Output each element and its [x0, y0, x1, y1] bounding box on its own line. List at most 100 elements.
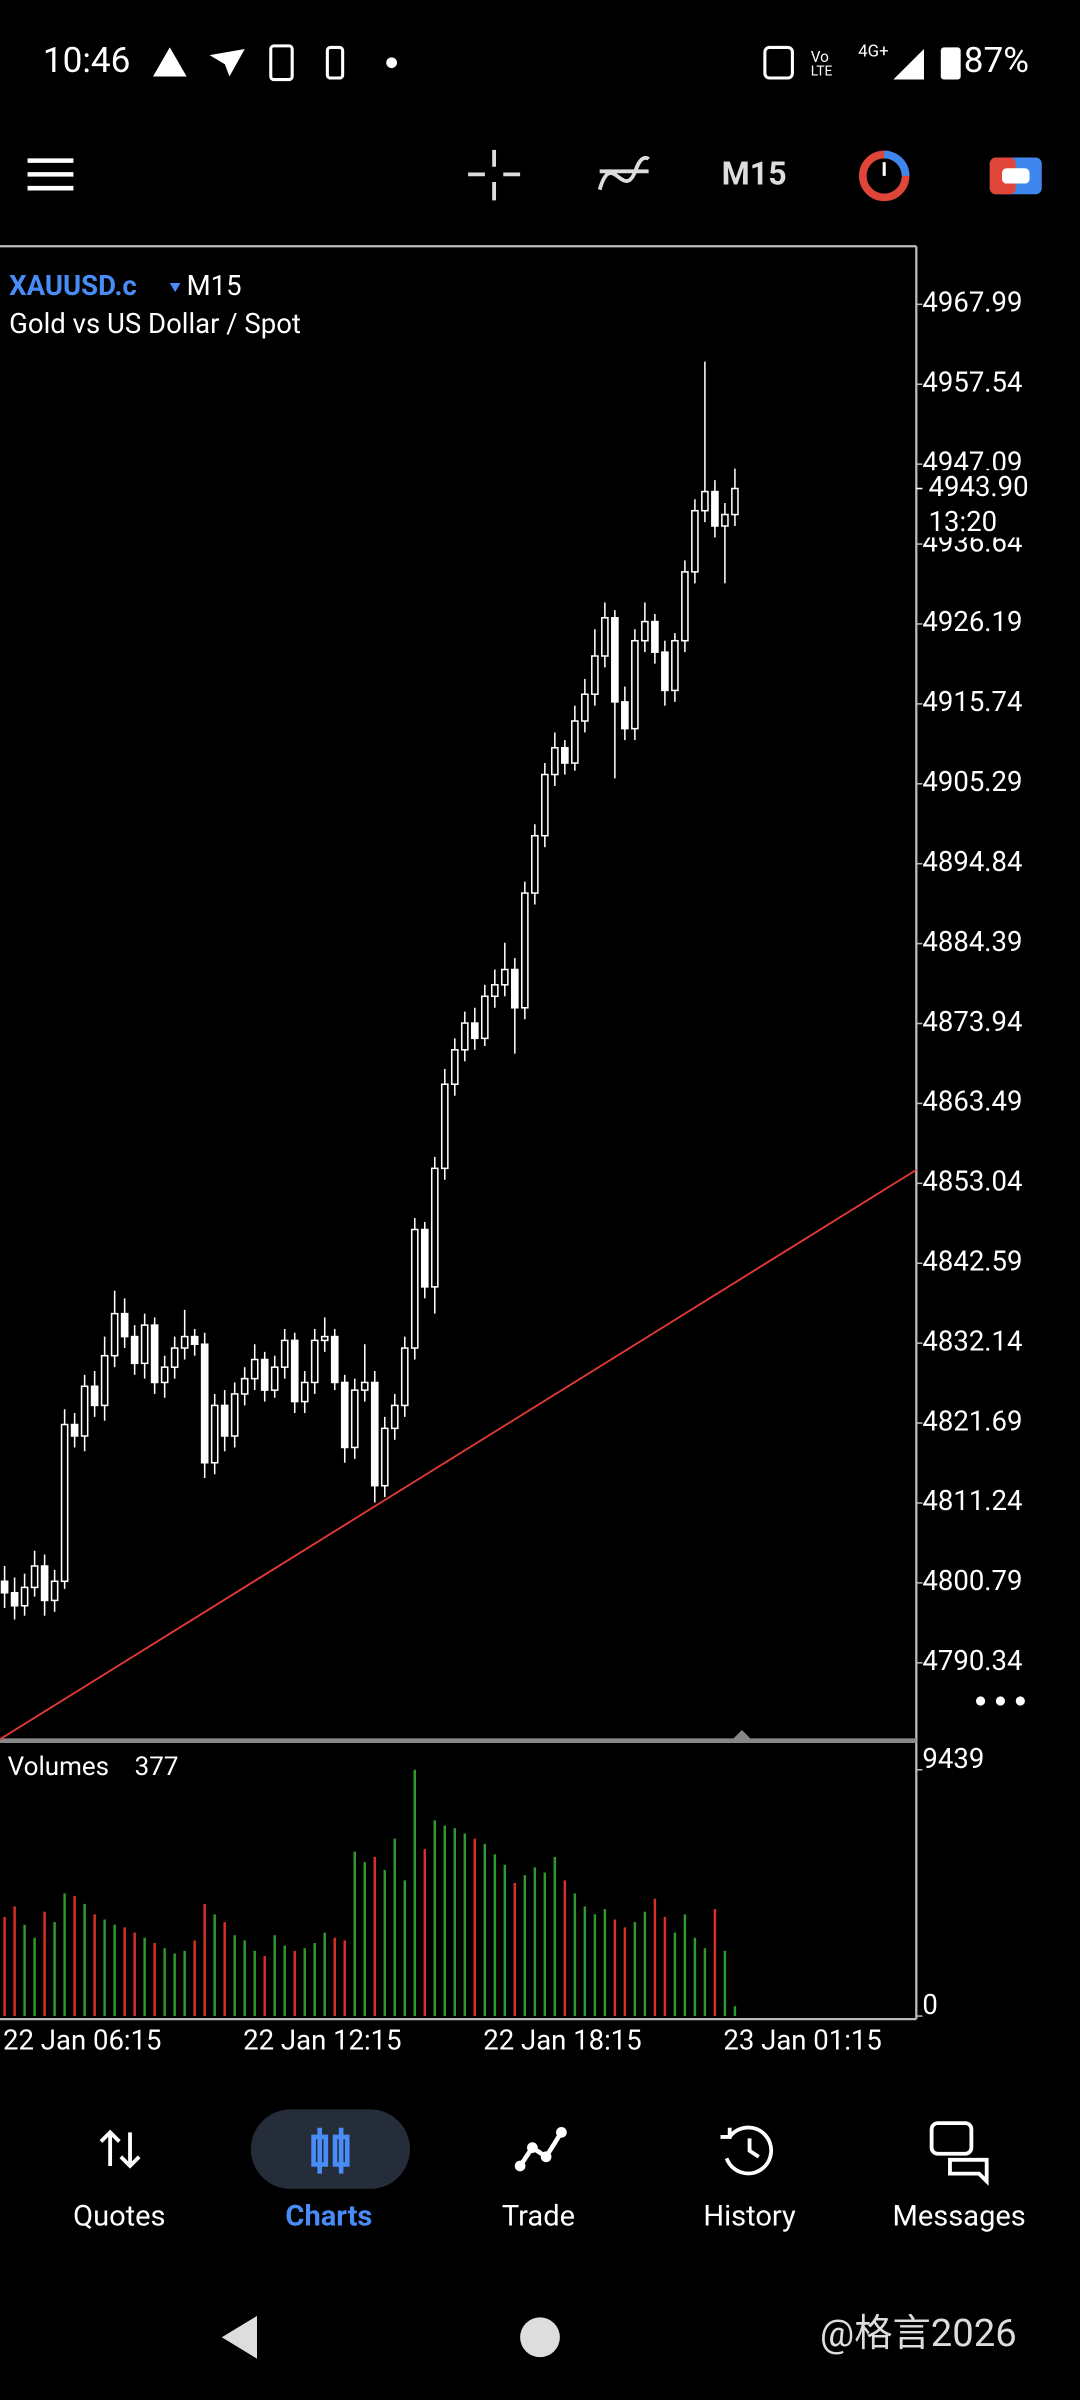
- symbol-description: Gold vs US Dollar / Spot: [9, 307, 301, 340]
- trend-line: [0, 1169, 917, 1740]
- pane-handle[interactable]: [731, 1730, 753, 1741]
- candle-body: [621, 701, 629, 730]
- more-button[interactable]: [975, 1696, 1025, 1706]
- candle-body: [480, 995, 489, 1040]
- volume-bar: [403, 1880, 406, 2017]
- volume-bar: [213, 1914, 216, 2017]
- candle-body: [440, 1083, 449, 1170]
- history-icon[interactable]: [720, 2125, 774, 2176]
- x-tick-label: 22 Jan 18:15: [483, 2023, 641, 2056]
- candle-body: [611, 616, 619, 703]
- volume-tick-label: 0: [922, 1988, 937, 2021]
- indicators-button[interactable]: [597, 156, 650, 191]
- volume-bar: [723, 1950, 727, 2017]
- candle-body: [360, 1381, 369, 1391]
- volume-bar: [463, 1833, 467, 2017]
- messages-icon[interactable]: [929, 2121, 989, 2186]
- y-tick-label: 4957.54: [922, 365, 1022, 398]
- symbol[interactable]: XAUUSD.c: [9, 269, 137, 302]
- charts-icon[interactable]: [311, 2127, 350, 2174]
- candle-body: [711, 490, 719, 527]
- candle-body: [571, 720, 579, 764]
- home-button[interactable]: [520, 2317, 560, 2358]
- status-battery: 87%: [964, 39, 1029, 81]
- volume-title: Volumes: [8, 1752, 109, 1782]
- candle-body: [561, 746, 569, 764]
- volume-bar: [233, 1935, 236, 2017]
- candle-body: [581, 693, 589, 722]
- y-tick-label: 4832.14: [922, 1324, 1022, 1357]
- candle-body: [681, 571, 689, 642]
- y-tick-label: 4853.04: [922, 1165, 1022, 1198]
- y-tick-label: 4790.34: [922, 1644, 1022, 1677]
- candle-body: [380, 1427, 389, 1487]
- menu-button[interactable]: [27, 158, 74, 191]
- nav-label[interactable]: Charts: [285, 2200, 372, 2234]
- current-price: 4943.90: [929, 470, 1029, 503]
- volume-bar: [243, 1940, 246, 2017]
- candle-body: [40, 1565, 49, 1602]
- candle-body: [30, 1565, 39, 1589]
- nav-label[interactable]: Quotes: [73, 2200, 165, 2234]
- candle-body: [230, 1393, 239, 1437]
- candle-body: [320, 1335, 329, 1342]
- y-tick-label: 4800.79: [922, 1564, 1022, 1597]
- candle-body: [671, 639, 679, 692]
- volume-bar: [513, 1882, 517, 2017]
- candle-body: [240, 1377, 249, 1395]
- candle-body: [90, 1385, 99, 1407]
- candle-body: [70, 1423, 79, 1437]
- plot: 4967.994957.544947.094936.644926.194915.…: [0, 286, 1079, 2056]
- timeframe-button[interactable]: M15: [722, 154, 787, 192]
- volume-bar: [263, 1956, 266, 2017]
- volume-bar: [253, 1950, 256, 2017]
- candle-body: [521, 892, 529, 1009]
- volume-bar: [423, 1849, 427, 2017]
- candle-body: [641, 620, 649, 642]
- volume-bar: [33, 1937, 36, 2017]
- candle-body: [601, 616, 609, 657]
- trade-button[interactable]: [989, 157, 1042, 195]
- candle-body: [10, 1591, 19, 1607]
- price-label-bg: [919, 470, 1079, 538]
- volume-bar: [293, 1950, 296, 2017]
- nav-label[interactable]: Trade: [502, 2200, 575, 2234]
- candle-body: [450, 1049, 459, 1085]
- candle-body: [60, 1423, 69, 1583]
- candle-body: [430, 1167, 439, 1288]
- candle-body: [130, 1335, 139, 1365]
- candle-body: [510, 968, 519, 1009]
- y-tick-label: 4905.29: [922, 765, 1022, 798]
- candle-body: [400, 1347, 409, 1407]
- candle-body: [701, 490, 709, 512]
- volume-bar: [133, 1932, 136, 2017]
- volume-current: 377: [135, 1752, 179, 1782]
- y-tick-label: 4863.49: [922, 1085, 1022, 1118]
- symbol-dropdown[interactable]: [169, 282, 181, 293]
- candle-body: [330, 1335, 339, 1384]
- objects-button[interactable]: [858, 150, 910, 202]
- nav-label[interactable]: History: [703, 2200, 796, 2234]
- candle-body: [20, 1586, 29, 1607]
- volume-bar: [443, 1825, 447, 2017]
- candle-body: [210, 1404, 219, 1464]
- volume-bar: [103, 1919, 106, 2017]
- y-tick-label: 4894.84: [922, 845, 1022, 878]
- volume-bar: [123, 1927, 126, 2017]
- crosshair-button[interactable]: [468, 149, 521, 201]
- volume-bar: [503, 1864, 507, 2017]
- bottom-nav: Quotes Charts Trade History Messages: [73, 2200, 1026, 2234]
- back-button[interactable]: [221, 2315, 257, 2359]
- trade-icon[interactable]: [514, 2126, 567, 2172]
- volume-bar: [173, 1953, 176, 2017]
- svg-text:4G+: 4G+: [858, 41, 888, 61]
- x-tick-label: 22 Jan 12:15: [243, 2023, 401, 2056]
- candle-body: [500, 968, 509, 986]
- quotes-icon[interactable]: [99, 2129, 141, 2169]
- nav-label[interactable]: Messages: [893, 2200, 1026, 2234]
- svg-text:LTE: LTE: [811, 64, 833, 80]
- volume-bar: [703, 1948, 707, 2017]
- volume-bar: [433, 1820, 437, 2017]
- volume-bar: [153, 1943, 156, 2017]
